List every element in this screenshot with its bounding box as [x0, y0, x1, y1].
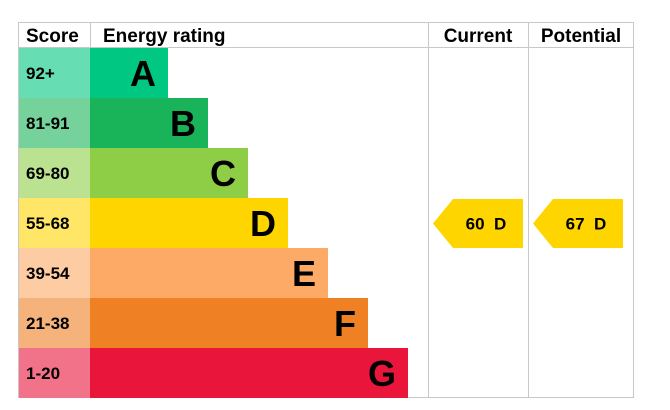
potential-header: Potential: [541, 26, 621, 47]
rating-letter-a: A: [130, 53, 156, 94]
potential-rating-arrow: 67 D: [533, 199, 623, 248]
current-rating-label: 60 D: [466, 215, 507, 234]
score-range-a: 92+: [26, 64, 55, 83]
rating-bar-g: [90, 348, 408, 398]
rating-bar-d: [90, 198, 288, 248]
score-header: Score: [26, 26, 79, 47]
score-cell-e: [19, 248, 90, 298]
potential-rating-label: 67 D: [566, 215, 607, 234]
score-range-d: 55-68: [26, 214, 69, 233]
score-range-g: 1-20: [26, 364, 60, 383]
current-header: Current: [444, 26, 513, 47]
rating-bands: 92+ A 81-91 B 69-80 C 55-68 D 39-54 E 21-38 F 1-20 G: [19, 48, 408, 398]
rating-bar-f: [90, 298, 368, 348]
score-cell-g: [19, 348, 90, 398]
score-cell-d: [19, 198, 90, 248]
rating-bar-a: [90, 48, 168, 98]
score-cell-b: [19, 98, 90, 148]
current-rating-arrow: 60 D: [433, 199, 523, 248]
score-cell-c: [19, 148, 90, 198]
score-cell-f: [19, 298, 90, 348]
rating-letter-e: E: [292, 253, 316, 294]
energy-rating-header: Energy rating: [103, 26, 225, 47]
score-range-b: 81-91: [26, 114, 69, 133]
rating-letter-f: F: [334, 303, 356, 344]
score-range-f: 21-38: [26, 314, 69, 333]
rating-bar-e: [90, 248, 328, 298]
rating-letter-c: C: [210, 153, 236, 194]
rating-bar-b: [90, 98, 208, 148]
rating-letter-d: D: [250, 203, 276, 244]
current-arrow-shape: [433, 199, 523, 248]
potential-arrow-shape: [533, 199, 623, 248]
rating-letter-b: B: [170, 103, 196, 144]
rating-letter-g: G: [368, 353, 396, 394]
score-range-e: 39-54: [26, 264, 70, 283]
score-range-c: 69-80: [26, 164, 69, 183]
score-cell-a: [19, 48, 90, 98]
rating-bar-c: [90, 148, 248, 198]
